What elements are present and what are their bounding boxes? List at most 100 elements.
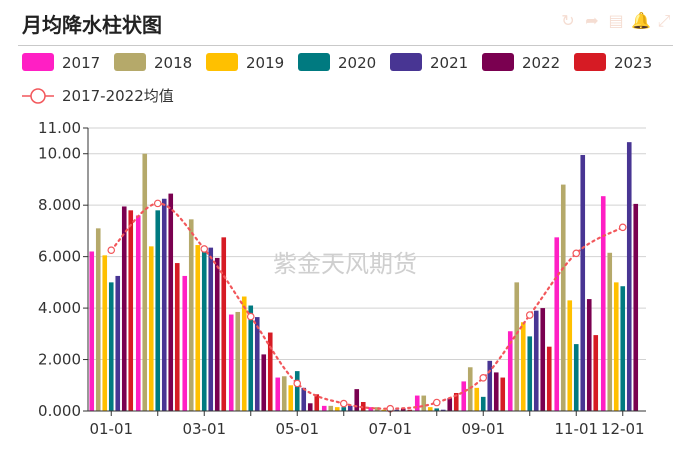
bar-2017-12-01[interactable] (600, 196, 606, 411)
bar-2023-01-01[interactable] (128, 210, 134, 411)
bar-2021-10-01[interactable] (533, 310, 539, 411)
bar-2019-12-01[interactable] (613, 282, 619, 411)
bar-2023-10-01[interactable] (546, 346, 552, 411)
bar-2017-05-01[interactable] (275, 377, 281, 411)
bar-2023-03-01[interactable] (221, 237, 227, 411)
average-point-08-01[interactable] (432, 398, 441, 407)
bar-2018-06-01[interactable] (328, 405, 334, 411)
legend-swatch-2023[interactable] (574, 53, 606, 71)
average-point-09-01[interactable] (479, 374, 488, 382)
legend-swatch-2019[interactable] (206, 53, 238, 71)
restore-icon[interactable]: ↻ (561, 11, 575, 30)
bar-2018-04-01[interactable] (235, 311, 241, 411)
average-point-10-01[interactable] (525, 311, 534, 319)
bar-2021-03-01[interactable] (208, 247, 214, 411)
bar-2018-09-01[interactable] (467, 367, 473, 411)
bar-2022-08-01[interactable] (447, 398, 453, 411)
legend-label-average[interactable]: 2017-2022均值 (62, 87, 174, 105)
bar-2017-11-01[interactable] (554, 237, 560, 411)
legend-label-2017[interactable]: 2017 (62, 54, 100, 72)
bar-2022-05-01[interactable] (307, 403, 313, 411)
bar-2020-08-01[interactable] (434, 408, 440, 411)
bar-2018-10-01[interactable] (514, 282, 520, 411)
average-point-01-01[interactable] (107, 246, 116, 255)
bar-2018-07-01[interactable] (374, 407, 380, 411)
bar-2018-11-01[interactable] (560, 184, 566, 411)
bar-2022-06-01[interactable] (354, 389, 360, 411)
fullscreen-icon[interactable]: ⤢ (657, 11, 671, 30)
bar-2021-02-01[interactable] (161, 198, 167, 411)
bar-2022-03-01[interactable] (214, 257, 220, 411)
bar-2019-05-01[interactable] (288, 385, 294, 411)
bar-2019-08-01[interactable] (427, 407, 433, 411)
bar-2022-02-01[interactable] (168, 193, 174, 411)
bar-2022-01-01[interactable] (121, 206, 127, 411)
bar-2018-12-01[interactable] (607, 252, 613, 411)
legend-label-2022[interactable]: 2022 (522, 54, 560, 72)
bar-2023-07-01[interactable] (407, 409, 413, 411)
legend-average[interactable]: 2017-2022均值 (22, 87, 174, 105)
legend-label-2020[interactable]: 2020 (338, 54, 376, 72)
bar-2017-09-01[interactable] (461, 381, 467, 411)
bar-2020-01-01[interactable] (108, 282, 114, 411)
bar-2018-08-01[interactable] (421, 395, 427, 411)
average-point-05-01[interactable] (293, 379, 302, 388)
bar-2019-10-01[interactable] (520, 322, 526, 411)
legend-label-2023[interactable]: 2023 (614, 54, 652, 72)
bar-2021-06-01[interactable] (347, 405, 353, 411)
bar-2023-02-01[interactable] (174, 263, 180, 411)
bar-2023-09-01[interactable] (500, 377, 506, 411)
bar-2018-03-01[interactable] (188, 219, 194, 411)
bar-2017-08-01[interactable] (414, 395, 420, 411)
average-point-11-01[interactable] (572, 249, 581, 258)
bar-2023-11-01[interactable] (593, 335, 599, 411)
legend-label-2018[interactable]: 2018 (154, 54, 192, 72)
bar-2019-07-01[interactable] (381, 409, 387, 411)
bar-2021-04-01[interactable] (254, 317, 260, 411)
average-point-04-01[interactable] (246, 312, 255, 321)
legend-swatch-2020[interactable] (298, 53, 330, 71)
bar-2017-07-01[interactable] (368, 407, 374, 411)
bar-2018-05-01[interactable] (281, 376, 287, 411)
bar-2017-03-01[interactable] (182, 275, 188, 411)
bar-2021-07-01[interactable] (394, 409, 400, 411)
bar-2020-03-01[interactable] (201, 247, 207, 411)
bar-2019-06-01[interactable] (334, 407, 340, 411)
bar-2022-11-01[interactable] (586, 299, 592, 411)
legend-swatch-2017[interactable] (22, 53, 54, 71)
average-point-12-01[interactable] (618, 223, 627, 232)
bar-2020-12-01[interactable] (620, 286, 626, 411)
bar-2020-06-01[interactable] (341, 407, 347, 411)
bar-2019-01-01[interactable] (102, 255, 108, 411)
bar-2017-10-01[interactable] (507, 331, 513, 411)
average-point-06-01[interactable] (339, 399, 348, 408)
bar-2021-08-01[interactable] (440, 409, 446, 411)
bar-2019-03-01[interactable] (195, 245, 201, 411)
bar-2020-04-01[interactable] (248, 305, 254, 411)
bar-2017-02-01[interactable] (135, 215, 141, 411)
bar-2020-10-01[interactable] (527, 336, 533, 411)
bar-2022-07-01[interactable] (400, 408, 406, 411)
bar-2020-11-01[interactable] (573, 344, 579, 411)
legend-label-2019[interactable]: 2019 (246, 54, 284, 72)
bar-2020-02-01[interactable] (155, 210, 161, 411)
bar-2021-05-01[interactable] (301, 387, 307, 411)
legend-label-2021[interactable]: 2021 (430, 54, 468, 72)
legend-swatch-2021[interactable] (390, 53, 422, 71)
average-point-02-01[interactable] (153, 199, 162, 208)
bar-2018-02-01[interactable] (142, 153, 148, 411)
bar-2017-04-01[interactable] (228, 314, 234, 411)
legend-swatch-2022[interactable] (482, 53, 514, 71)
bar-2017-01-01[interactable] (89, 251, 95, 411)
bar-2021-11-01[interactable] (580, 155, 586, 411)
bar-2023-08-01[interactable] (453, 392, 459, 411)
bar-2022-09-01[interactable] (493, 372, 499, 411)
share-icon[interactable]: ➦ (585, 11, 599, 30)
bar-2023-06-01[interactable] (360, 401, 366, 411)
data-view-icon[interactable]: ▤ (608, 11, 624, 30)
average-point-03-01[interactable] (200, 245, 209, 253)
bar-2018-01-01[interactable] (95, 228, 101, 411)
bar-2020-09-01[interactable] (480, 396, 486, 411)
bar-2019-11-01[interactable] (567, 300, 573, 411)
bar-2019-09-01[interactable] (474, 387, 480, 411)
